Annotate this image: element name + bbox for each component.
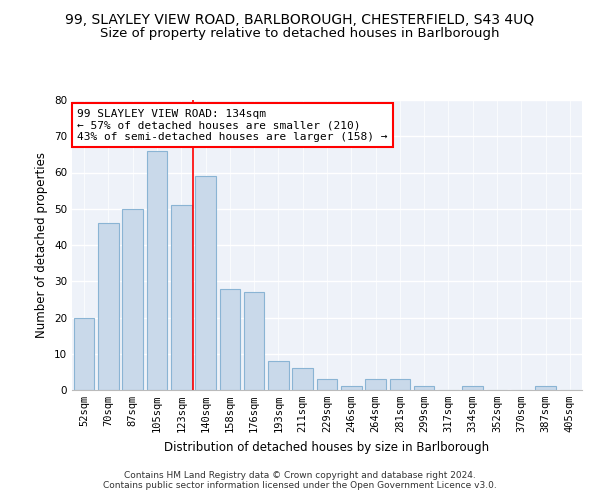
Bar <box>195 176 216 390</box>
Bar <box>463 386 483 390</box>
Bar <box>292 368 313 390</box>
Y-axis label: Number of detached properties: Number of detached properties <box>35 152 49 338</box>
Bar <box>220 288 240 390</box>
Bar <box>122 209 143 390</box>
Bar <box>341 386 362 390</box>
Text: Size of property relative to detached houses in Barlborough: Size of property relative to detached ho… <box>100 28 500 40</box>
Bar <box>244 292 265 390</box>
Bar <box>146 151 167 390</box>
Text: Contains HM Land Registry data © Crown copyright and database right 2024.
Contai: Contains HM Land Registry data © Crown c… <box>103 470 497 490</box>
Bar <box>365 379 386 390</box>
X-axis label: Distribution of detached houses by size in Barlborough: Distribution of detached houses by size … <box>164 440 490 454</box>
Bar <box>317 379 337 390</box>
Bar <box>535 386 556 390</box>
Bar <box>74 318 94 390</box>
Bar <box>268 361 289 390</box>
Bar <box>389 379 410 390</box>
Bar <box>414 386 434 390</box>
Bar <box>171 205 191 390</box>
Bar <box>98 223 119 390</box>
Text: 99, SLAYLEY VIEW ROAD, BARLBOROUGH, CHESTERFIELD, S43 4UQ: 99, SLAYLEY VIEW ROAD, BARLBOROUGH, CHES… <box>65 12 535 26</box>
Text: 99 SLAYLEY VIEW ROAD: 134sqm
← 57% of detached houses are smaller (210)
43% of s: 99 SLAYLEY VIEW ROAD: 134sqm ← 57% of de… <box>77 108 388 142</box>
